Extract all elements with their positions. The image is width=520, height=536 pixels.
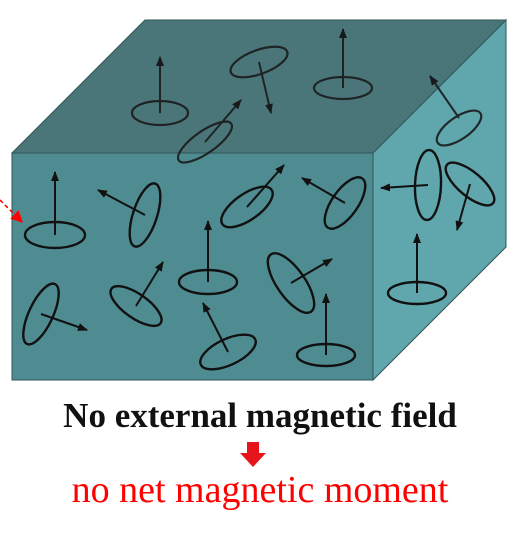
magnetic-dipole-icon	[301, 176, 367, 230]
magnetic-dipole-icon	[429, 75, 483, 147]
red-pointer-icon	[0, 199, 23, 223]
magnetic-dipole-icon	[130, 56, 190, 127]
magnetic-dipole-icon	[22, 282, 88, 346]
magnetic-dipole-icon	[295, 293, 357, 368]
magnetic-dipole-icon	[109, 261, 164, 328]
magnetic-dipole-icon	[23, 171, 87, 250]
magnetic-dipole-icon	[176, 99, 242, 164]
block-front-face	[11, 152, 374, 381]
magnetic-dipole-icon	[177, 220, 239, 296]
magnetic-dipole-icon	[199, 302, 257, 371]
magnetic-dipole-icon	[229, 45, 289, 114]
magnetic-dipole-icon	[97, 182, 162, 248]
magnetic-dipole-icon	[266, 252, 333, 314]
magnetic-dipole-icon	[380, 148, 443, 222]
magnetic-dipole-icon	[386, 233, 448, 306]
result-caption: no net magnetic moment	[71, 469, 449, 511]
condition-caption: No external magnetic field	[63, 396, 457, 435]
front-face-spins	[22, 148, 496, 371]
magnetic-dipole-icon	[220, 164, 285, 229]
magnetic-dipole-icon	[444, 161, 496, 231]
top-face-spins	[130, 28, 483, 164]
magnetic-dipole-icon	[312, 28, 374, 101]
arrow-down-icon	[240, 442, 266, 467]
